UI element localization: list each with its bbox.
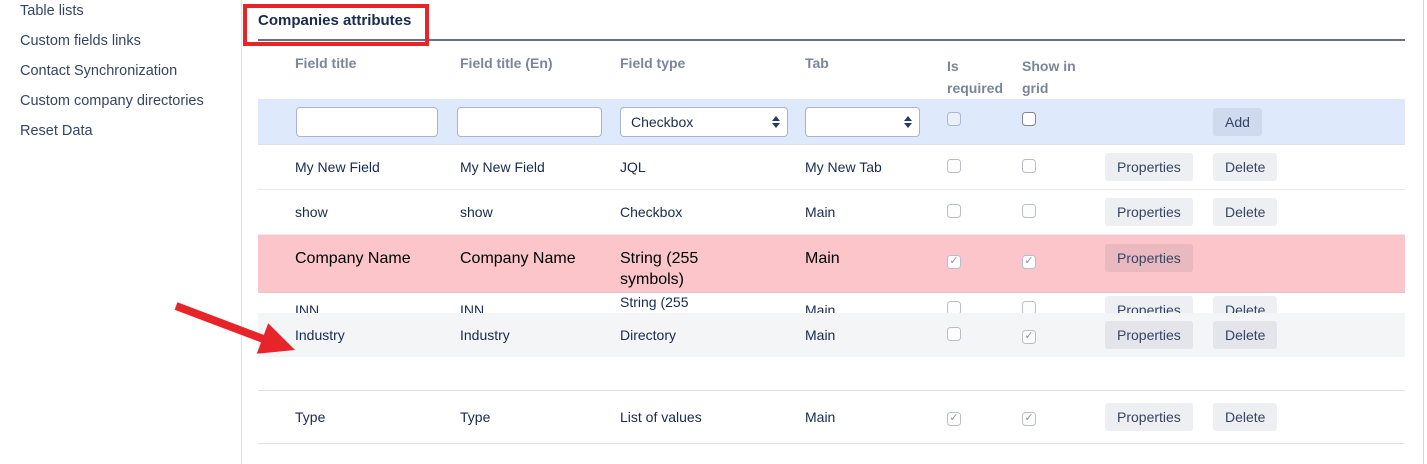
is-required-checkbox[interactable] bbox=[947, 254, 961, 269]
show-in-grid-checkbox[interactable] bbox=[1022, 158, 1036, 173]
title-divider bbox=[258, 39, 1405, 41]
table-header-row: Field title Field title (En) Field type … bbox=[258, 41, 1405, 99]
add-button[interactable]: Add bbox=[1213, 107, 1262, 136]
show-in-grid-checkbox[interactable] bbox=[1022, 411, 1036, 426]
window-edge-line bbox=[1423, 0, 1424, 464]
delete-button[interactable]: Delete bbox=[1213, 198, 1278, 226]
is-required-checkbox[interactable] bbox=[947, 411, 961, 426]
properties-button[interactable]: Properties bbox=[1105, 153, 1193, 181]
is-required-checkbox[interactable] bbox=[947, 158, 961, 173]
row-gap bbox=[258, 357, 1405, 390]
show-in-grid-checkbox[interactable] bbox=[1022, 112, 1036, 126]
is-required-checkbox[interactable] bbox=[947, 112, 961, 126]
properties-button[interactable]: Properties bbox=[1105, 403, 1193, 431]
add-field-row: Checkbox Add bbox=[258, 99, 1405, 145]
is-required-checkbox[interactable] bbox=[947, 301, 961, 313]
is-required-checkbox[interactable] bbox=[947, 326, 961, 341]
show-in-grid-checkbox[interactable] bbox=[1022, 301, 1036, 313]
table-row: Type Type List of values Main Properties… bbox=[258, 390, 1405, 444]
properties-button[interactable]: Properties bbox=[1105, 198, 1193, 226]
show-in-grid-checkbox[interactable] bbox=[1022, 203, 1036, 218]
properties-button[interactable]: Properties bbox=[1105, 295, 1193, 313]
table-row: My New Field My New Field JQL My New Tab… bbox=[258, 145, 1405, 190]
sidebar-item-custom-fields-links[interactable]: Custom fields links bbox=[20, 33, 141, 49]
delete-button[interactable]: Delete bbox=[1213, 403, 1278, 431]
page-title: Companies attributes bbox=[258, 12, 412, 29]
properties-button[interactable]: Properties bbox=[1105, 321, 1193, 349]
header-field-type: Field type bbox=[620, 55, 686, 71]
sidebar-item-custom-company-directories[interactable]: Custom company directories bbox=[20, 93, 204, 109]
header-tab: Tab bbox=[805, 55, 829, 71]
table-row-dragged: Industry Industry Directory Main Propert… bbox=[258, 313, 1405, 357]
field-title-input[interactable] bbox=[296, 106, 438, 137]
delete-button[interactable]: Delete bbox=[1213, 295, 1278, 313]
tab-select[interactable] bbox=[805, 106, 920, 137]
is-required-checkbox[interactable] bbox=[947, 203, 961, 218]
sidebar: Table lists Custom fields links Contact … bbox=[0, 0, 242, 464]
table-row: show show Checkbox Main Properties Delet… bbox=[258, 190, 1405, 235]
main-content: Companies attributes Field title Field t… bbox=[258, 0, 1405, 444]
table-row-highlighted-pink: Company Name Company Name String (255 sy… bbox=[258, 235, 1405, 293]
sidebar-item-reset-data[interactable]: Reset Data bbox=[20, 123, 93, 139]
show-in-grid-checkbox[interactable] bbox=[1022, 254, 1036, 269]
select-stepper-icon bbox=[772, 115, 780, 128]
table-row-clipped: INN INN String (255 symbols) Main Proper… bbox=[258, 293, 1405, 313]
header-field-title: Field title bbox=[295, 55, 357, 71]
header-is-required: Is required bbox=[947, 58, 1004, 96]
sidebar-item-contact-synchronization[interactable]: Contact Synchronization bbox=[20, 63, 178, 79]
delete-button[interactable]: Delete bbox=[1213, 321, 1278, 349]
properties-button[interactable]: Properties bbox=[1105, 244, 1193, 272]
show-in-grid-checkbox[interactable] bbox=[1022, 329, 1036, 344]
header-show-in-grid: Show in grid bbox=[1022, 58, 1076, 96]
field-title-en-input[interactable] bbox=[457, 106, 602, 137]
select-stepper-icon bbox=[904, 115, 912, 128]
delete-button[interactable]: Delete bbox=[1213, 153, 1278, 181]
header-field-title-en: Field title (En) bbox=[460, 55, 553, 71]
sidebar-item-table-lists[interactable]: Table lists bbox=[20, 3, 84, 19]
field-type-select[interactable]: Checkbox bbox=[620, 106, 788, 137]
